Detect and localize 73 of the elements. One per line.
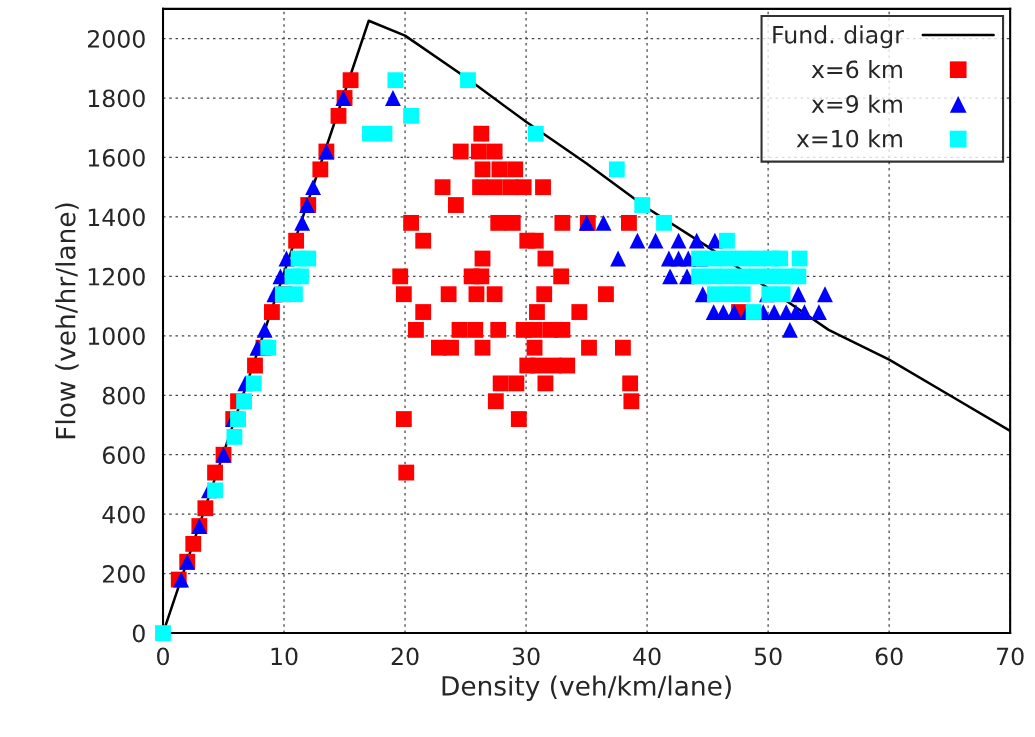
legend-label: x=10 km [796,129,902,148]
y-tick-label: 600 [102,446,145,465]
point [260,339,277,356]
y-tick-label: 1600 [88,148,145,167]
x-tick-label: 10 [271,647,298,666]
point [662,268,679,285]
point [629,232,646,249]
point [766,304,783,320]
x-tick-label: 70 [997,647,1024,666]
point [287,286,303,303]
y-tick-label: 1200 [88,267,145,286]
y-axis-title: Flow (veh/hr/lane) [55,203,79,439]
y-tick-label: 200 [103,565,145,583]
point [691,268,708,285]
point [734,286,751,303]
legend-label: Fund. diagr [773,25,904,49]
x-tick-label: 50 [754,647,782,666]
point [236,393,253,410]
point [790,286,807,303]
point [595,214,612,231]
point [403,107,420,124]
point [772,250,789,267]
point [385,90,401,106]
point [656,214,672,231]
x-tick-label: 20 [391,647,419,666]
x-tick-label: 40 [633,647,661,666]
point [300,250,317,267]
x-axis-title: Density (veh/km/lane) [442,675,731,701]
point [647,232,664,249]
point [720,268,737,285]
point [634,197,651,213]
point [817,286,833,303]
point [294,214,311,231]
point [790,268,807,285]
point [362,125,378,142]
point [527,125,544,142]
x-tick-label: 0 [157,647,169,666]
point [226,428,243,445]
point [155,625,171,641]
point [256,321,273,338]
legend-label: x=9 km [811,94,902,113]
y-tick-label: 1800 [88,89,145,108]
point [774,286,791,303]
point [245,375,262,392]
point [460,72,476,89]
x-tick-label: 30 [512,647,540,666]
point [670,232,687,249]
y-tick-label: 1400 [88,208,145,227]
point [791,250,808,267]
point [376,125,393,142]
y-tick-label: 0 [132,624,145,643]
point [719,232,735,249]
point [305,179,321,196]
x-tick-label: 60 [875,647,903,666]
point [781,321,798,338]
point [293,268,309,285]
point [745,304,762,320]
point [720,250,737,267]
point [749,250,766,267]
y-tick-label: 400 [102,505,145,524]
point [387,72,404,89]
point [207,482,223,499]
point [749,268,766,285]
point [608,161,625,178]
y-tick-label: 1000 [88,327,145,346]
legend-label: x=6 km [811,60,902,79]
y-tick-label: 2000 [87,30,145,48]
point [230,411,246,427]
point [726,304,743,320]
y-tick-label: 800 [102,386,145,405]
point [688,232,705,249]
point [610,250,626,267]
point [811,304,827,320]
